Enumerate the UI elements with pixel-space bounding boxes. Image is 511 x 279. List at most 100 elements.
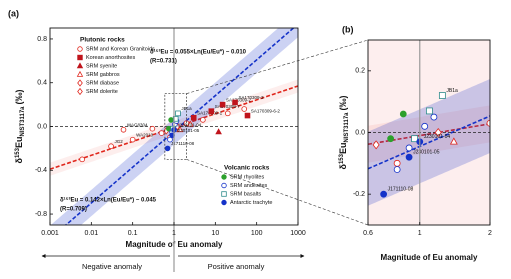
x-tick-label: 2: [488, 230, 492, 237]
panel-label: (b): [342, 24, 354, 34]
marker: [449, 137, 458, 145]
marker: [149, 125, 156, 132]
legend-label: SRM basalts: [230, 191, 261, 197]
legend-label: Korean anorthosites: [86, 55, 135, 61]
marker: [438, 92, 446, 99]
legend-label: SRM diabase: [86, 80, 119, 86]
marker: [486, 119, 490, 127]
plot-area: JG2WAG8304WA2010SA170309-1SA170309-7SA17…: [61, 79, 490, 206]
y-tick-label: -0.4: [35, 167, 47, 174]
marker: [79, 156, 85, 163]
x-tick-label: 1: [172, 230, 176, 237]
x-tick-label: 1000: [290, 230, 306, 237]
marker: [221, 191, 227, 197]
point-label: J230101-05: [176, 128, 200, 133]
x-axis-label: Magnitude of Eu anomaly: [381, 253, 478, 262]
marker: [221, 199, 227, 206]
fit-equation: δ¹⁵³Eu = 0.142×Ln(Eu/Eu*) − 0.045: [60, 197, 157, 204]
y-tick-label: 0.0: [355, 129, 365, 136]
marker: [61, 185, 67, 191]
point-label: JB1a: [446, 88, 458, 94]
point-label: WA2010: [136, 132, 154, 137]
x-tick-label: 0.1: [128, 230, 138, 237]
legend-label: SRM syenite: [86, 63, 117, 69]
marker: [76, 62, 84, 69]
point-label: JG2: [68, 180, 77, 186]
fit-line: [50, 85, 298, 170]
legend-label: Antarctic trachyte: [230, 200, 273, 206]
y-tick-label: 0.2: [355, 68, 365, 75]
point-label: J230101-04: [424, 134, 451, 140]
point-label: J230101-05: [413, 149, 440, 155]
y-axis-label-part: δ: [14, 158, 24, 164]
x-tick-label: 0.01: [85, 230, 99, 237]
y-axis-label-part: NIST3117a: [20, 106, 26, 137]
marker: [393, 166, 401, 173]
marker: [215, 128, 222, 135]
x-tick-label: 0.001: [41, 230, 59, 237]
marker: [430, 113, 438, 121]
marker: [164, 145, 171, 152]
y-axis-label: δ153EuNIST3117a (‰): [338, 95, 349, 169]
y-axis-label: δ153EuNIST3117a (‰): [14, 89, 25, 163]
x-tick-label: 0.6: [363, 230, 373, 237]
marker: [372, 140, 380, 150]
marker: [387, 135, 395, 143]
y-tick-label: 0.4: [37, 80, 47, 87]
panel-label: (a): [8, 8, 19, 18]
y-axis-label-part: NIST3117a: [344, 112, 350, 143]
legend-label: SRM and Korean Granitoids: [86, 46, 155, 52]
legend-title: Plutonic rocks: [80, 37, 125, 44]
point-label: SA170309-3: [238, 95, 264, 100]
y-axis-label-part: 153: [15, 147, 21, 158]
marker: [405, 153, 413, 161]
point-label: J171110-08: [388, 186, 414, 192]
marker: [426, 107, 433, 115]
fit-r: (R=0.709): [60, 207, 87, 213]
point-label: J230101-04: [177, 123, 201, 128]
marker: [232, 99, 238, 106]
marker: [108, 143, 114, 150]
point-label: SA170309-7: [215, 104, 241, 109]
point-label: JG2: [114, 139, 123, 144]
point-label: J171110-08: [171, 141, 195, 146]
zoom-connector: [186, 39, 369, 94]
point-label: SA170309-6-2: [251, 108, 281, 113]
marker: [77, 54, 83, 61]
y-tick-label: -0.8: [35, 211, 47, 218]
marker: [241, 106, 248, 112]
marker: [167, 136, 173, 143]
marker: [244, 112, 251, 119]
x-tick-label: 1: [418, 230, 422, 237]
marker: [411, 135, 418, 143]
marker: [183, 167, 189, 173]
marker: [393, 159, 401, 167]
point-label: WAG8304: [127, 123, 148, 128]
marker: [405, 144, 413, 152]
marker: [120, 126, 127, 133]
y-tick-label: 0.8: [37, 36, 47, 43]
zoom-connector: [186, 159, 369, 226]
marker: [221, 182, 227, 189]
y-axis-label-part: (‰): [14, 89, 24, 104]
legend-title: Volcanic rocks: [224, 165, 270, 172]
anomaly-label: Negative anomaly: [82, 262, 142, 271]
fit-line: [368, 115, 490, 170]
legend-label: SRM andesites: [230, 183, 268, 189]
marker: [208, 108, 215, 114]
marker: [219, 101, 226, 108]
zoom-box: [164, 93, 187, 160]
fit-equation: δ¹⁵³Eu = 0.055×Ln(Eu/Eu*) − 0.010: [150, 49, 247, 56]
x-tick-label: 10: [211, 230, 219, 237]
legend-label: SRM dolerite: [86, 89, 118, 95]
y-tick-label: -0.2: [353, 191, 365, 198]
marker: [158, 130, 165, 136]
marker: [168, 117, 174, 123]
marker: [190, 114, 197, 121]
marker: [399, 110, 407, 118]
marker: [380, 190, 388, 198]
point-label: SA170309-2: [226, 97, 252, 102]
marker: [77, 87, 83, 96]
legend-label: SRM gabbros: [86, 72, 120, 78]
